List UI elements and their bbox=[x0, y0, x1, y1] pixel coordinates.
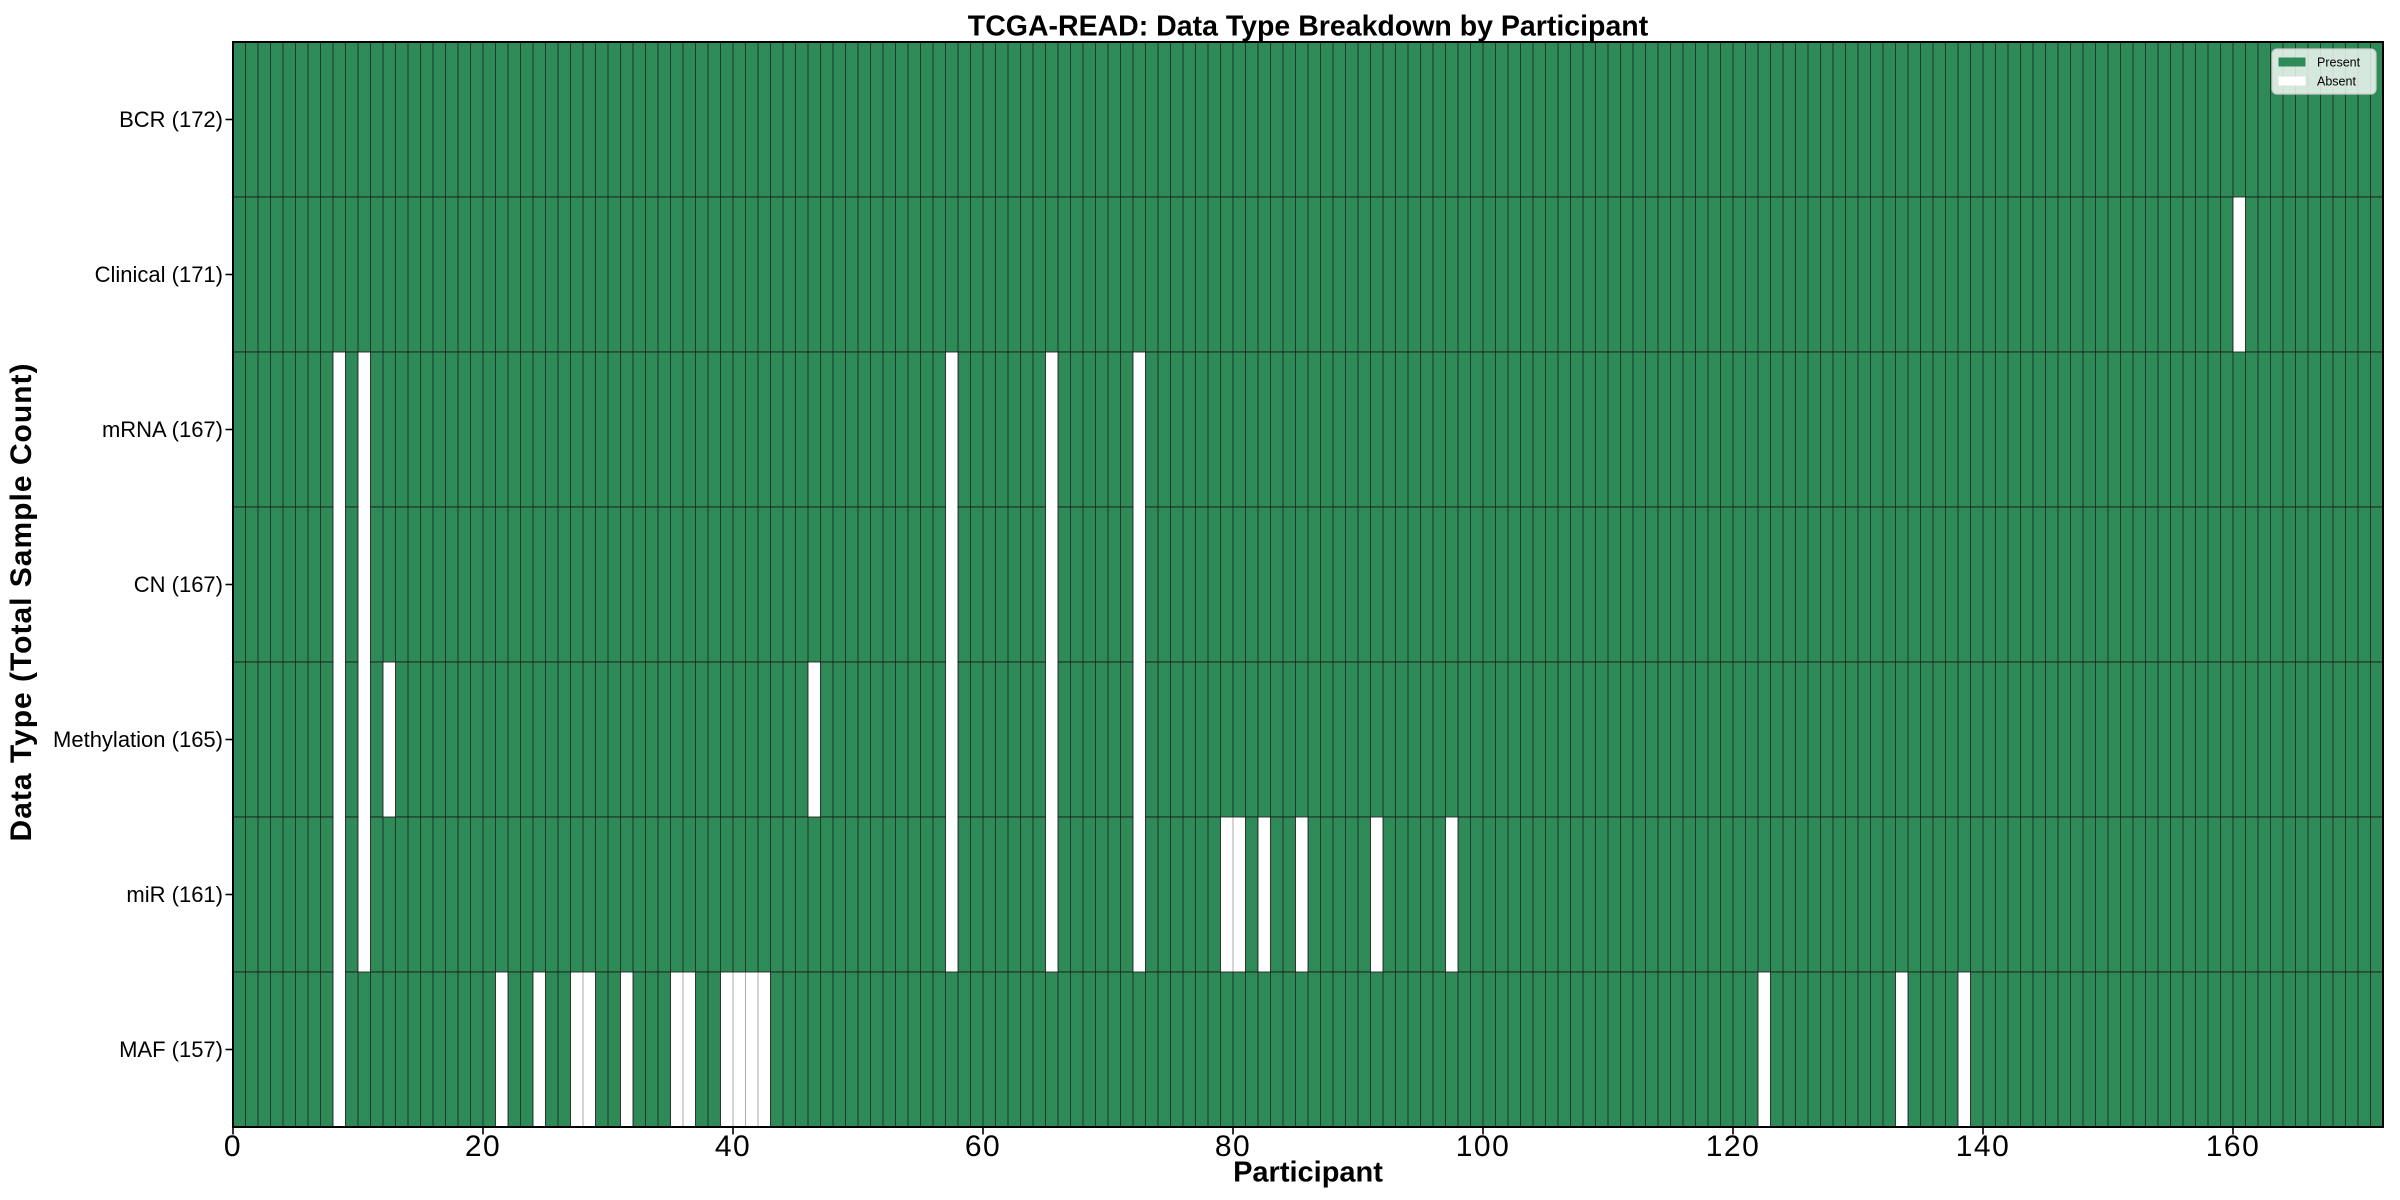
svg-text:TCGA-READ: Data Type Breakdown: TCGA-READ: Data Type Breakdown by Partic… bbox=[968, 11, 1649, 43]
svg-text:miR (161): miR (161) bbox=[126, 882, 223, 907]
svg-text:40: 40 bbox=[715, 1130, 751, 1163]
svg-text:0: 0 bbox=[224, 1130, 242, 1163]
svg-text:100: 100 bbox=[1456, 1130, 1511, 1163]
svg-text:mRNA (167): mRNA (167) bbox=[102, 417, 223, 442]
svg-text:20: 20 bbox=[465, 1130, 501, 1163]
svg-text:Data Type (Total Sample Count): Data Type (Total Sample Count) bbox=[5, 363, 38, 842]
svg-text:140: 140 bbox=[1956, 1130, 2011, 1163]
svg-text:Present: Present bbox=[2317, 56, 2361, 70]
svg-text:BCR (172): BCR (172) bbox=[119, 107, 223, 132]
svg-text:MAF (157): MAF (157) bbox=[119, 1037, 223, 1062]
svg-text:Participant: Participant bbox=[1233, 1157, 1383, 1189]
svg-text:160: 160 bbox=[2206, 1130, 2261, 1163]
svg-text:60: 60 bbox=[965, 1130, 1001, 1163]
svg-text:Absent: Absent bbox=[2317, 75, 2356, 89]
svg-text:120: 120 bbox=[1706, 1130, 1761, 1163]
svg-text:Clinical (171): Clinical (171) bbox=[95, 262, 223, 287]
svg-text:CN (167): CN (167) bbox=[134, 572, 223, 597]
svg-text:Methylation (165): Methylation (165) bbox=[53, 727, 223, 752]
svg-text:80: 80 bbox=[1215, 1130, 1251, 1163]
